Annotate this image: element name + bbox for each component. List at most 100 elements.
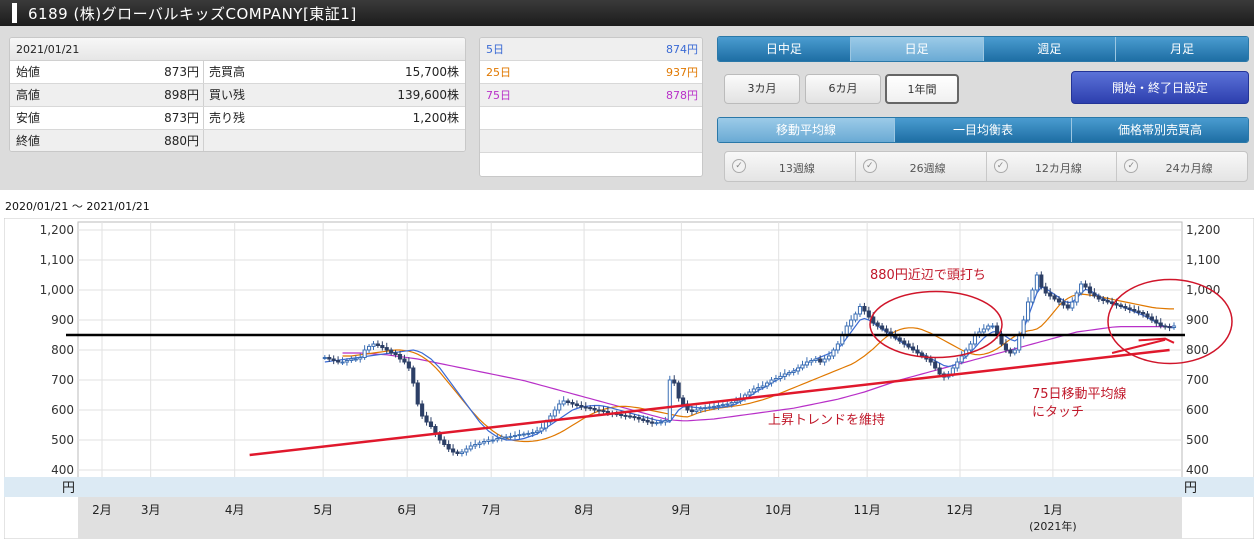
candle-body: [822, 358, 827, 363]
tab-weekly[interactable]: 週足: [982, 37, 1116, 61]
candle-body: [561, 400, 566, 405]
tab-daily[interactable]: 日足: [849, 37, 983, 61]
y-tick-right: 600: [1186, 403, 1209, 417]
candle-body: [459, 451, 464, 454]
candle-body: [871, 316, 876, 324]
candle-body: [566, 400, 571, 403]
candle-body: [327, 357, 332, 360]
candle-body: [933, 361, 938, 369]
candle-body: [928, 358, 933, 363]
candle-body: [322, 357, 327, 359]
margin-sell-label: 売り残: [209, 111, 246, 125]
candle-body: [1030, 289, 1035, 303]
candle-body: [1056, 298, 1062, 303]
check-icon: ✓: [732, 159, 746, 173]
candle-body: [548, 415, 553, 423]
candle-body: [1105, 300, 1110, 303]
tab-volume-profile[interactable]: 価格帯別売買高: [1071, 118, 1248, 142]
ma-checkbox-group: ✓ 13週線 ✓ 26週線 ✓ 12カ月線 ✓ 24カ月線: [724, 151, 1248, 182]
range-6m-button[interactable]: 6カ月: [805, 74, 881, 104]
candle-body: [1043, 286, 1048, 294]
high-label: 高値: [16, 88, 41, 102]
check-icon: ✓: [993, 159, 1008, 173]
candle-body: [344, 360, 350, 363]
check-26w[interactable]: ✓ 26週線: [854, 152, 986, 181]
range-3m-button[interactable]: 3カ月: [724, 74, 800, 104]
candle-body: [720, 404, 725, 407]
candle-body: [751, 388, 756, 393]
candle-body: [689, 409, 694, 412]
candle-body: [340, 361, 345, 364]
check-26w-label: 26週線: [909, 162, 946, 175]
arrow-head: [1138, 337, 1175, 344]
candle-body: [995, 325, 1000, 336]
quote-row: 安値 873円 売り残 1,200株: [10, 107, 465, 130]
candle-body: [636, 417, 641, 420]
candle-body: [1145, 313, 1150, 318]
range-1y-button[interactable]: 1年間: [885, 74, 959, 104]
candle-body: [725, 403, 730, 406]
candle-body: [627, 415, 633, 418]
candle-body: [734, 400, 739, 403]
candle-body: [796, 367, 801, 372]
candle-body: [1158, 322, 1163, 327]
candle-body: [1092, 292, 1097, 297]
candle-body: [981, 328, 986, 333]
candle-body: [393, 352, 398, 355]
candle-body: [446, 444, 451, 450]
tab-intraday[interactable]: 日中足: [718, 37, 850, 61]
candle-body: [831, 349, 836, 357]
candle-body: [362, 349, 367, 358]
ma75-value: 878円: [666, 89, 698, 102]
y-tick-right: 1,200: [1186, 223, 1220, 237]
tab-ichimoku[interactable]: 一目均衡表: [894, 118, 1071, 142]
ma-row-75: 75日 878円: [480, 84, 702, 107]
quote-row: 始値 873円 売買高 15,700株: [10, 61, 465, 84]
candle-body: [910, 346, 916, 351]
candle-body: [681, 397, 686, 405]
check-13w[interactable]: ✓ 13週線: [725, 152, 855, 181]
candle-body: [579, 405, 584, 408]
tab-moving-average[interactable]: 移動平均線: [718, 118, 894, 142]
volume-band: [4, 477, 1254, 497]
x-axis: 円 円 2月 3月 4月 5月 6月 7月 8月 9月 10月 11月 12月 1月 (2021年): [4, 477, 1254, 539]
margin-buy-value: 139,600株: [397, 88, 459, 102]
highlight-circle-recent: [1107, 278, 1233, 365]
ma25-polyline: [342, 293, 1174, 443]
candle-body: [397, 354, 403, 360]
candle-body: [915, 349, 920, 354]
candle-body: [384, 347, 389, 351]
candle-body: [968, 343, 973, 351]
candle-body: [543, 421, 549, 429]
check-13w-label: 13週線: [778, 162, 815, 175]
ma-row-5: 5日 874円: [480, 38, 702, 61]
title-marker: [12, 3, 17, 23]
y-tick-left: 900: [51, 313, 74, 327]
divider: [203, 84, 204, 106]
ma75-label: 75日: [486, 89, 511, 102]
candle-body: [729, 402, 734, 405]
stock-title: 6189 (株)グローバルキッズCOMPANY[東証1]: [28, 5, 357, 23]
candle-body: [477, 442, 482, 445]
trend-line: [249, 348, 1170, 457]
candle-body: [353, 358, 358, 361]
candle-body: [557, 403, 562, 411]
candle-body: [1048, 292, 1053, 297]
candle-body: [835, 343, 840, 351]
candle-body: [1025, 301, 1031, 321]
date-setting-button[interactable]: 開始・終了日設定: [1071, 71, 1249, 104]
candle-body: [495, 438, 500, 441]
candle-body: [1096, 295, 1101, 300]
candle-body: [375, 343, 380, 346]
x-tick-label: 2月: [92, 503, 112, 517]
check-12m[interactable]: ✓ 12カ月線: [985, 152, 1117, 181]
candle-body: [972, 334, 978, 345]
candle-body: [406, 361, 411, 369]
tab-monthly[interactable]: 月足: [1115, 37, 1248, 61]
x-tick-label: 4月: [225, 503, 245, 517]
y-tick-left: 600: [51, 403, 74, 417]
check-24m[interactable]: ✓ 24カ月線: [1116, 152, 1247, 181]
candle-body: [919, 352, 924, 357]
candle-body: [884, 328, 889, 333]
